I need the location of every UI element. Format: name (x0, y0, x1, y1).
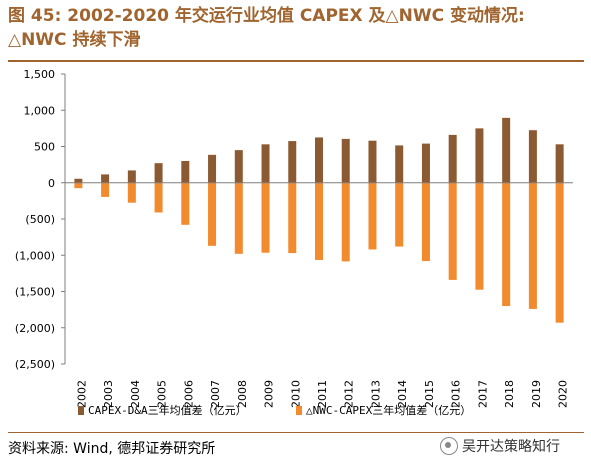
x-tick-label: 2016 (450, 380, 463, 408)
x-tick-label: 2011 (316, 380, 329, 408)
nwc-bar (395, 182, 404, 247)
nwc-bar (74, 182, 83, 189)
y-tick-label: 0 (48, 177, 55, 190)
capex-bar (421, 143, 430, 183)
nwc-bar (315, 182, 323, 260)
x-tick-label: 2003 (102, 380, 115, 408)
nwc-bar (127, 182, 136, 203)
capex-bar (341, 138, 350, 183)
y-tick-label: (2,000) (15, 322, 55, 335)
nwc-bar (101, 182, 110, 197)
nwc-bar (448, 182, 457, 280)
y-tick-label: (1,000) (15, 249, 55, 262)
x-tick-label: 2020 (557, 380, 570, 408)
nwc-bar (421, 182, 430, 262)
y-tick-label: (500) (25, 213, 55, 226)
capex-bar (315, 137, 323, 183)
source-divider (8, 432, 584, 433)
x-tick-label: 2015 (423, 380, 436, 408)
legend-label-nwc: △NWC-CAPEX三年均值差（亿元） (306, 403, 471, 417)
x-tick-label: 2006 (182, 380, 195, 408)
capex-bar (288, 141, 297, 183)
x-tick-label: 2012 (343, 380, 356, 408)
legend-label-capex: CAPEX-D&A三年均值差（亿元） (88, 403, 247, 417)
y-tick-label: 500 (34, 141, 55, 154)
capex-bar (181, 161, 190, 183)
nwc-bar (234, 182, 243, 254)
x-tick-label: 2005 (156, 380, 169, 408)
capex-bar (448, 134, 457, 183)
nwc-bar (368, 182, 377, 250)
nwc-bar (261, 182, 270, 253)
x-tick-label: 2018 (503, 380, 516, 408)
capex-bar (555, 144, 564, 183)
watermark-text: 吴开达策略知行 (462, 439, 560, 455)
capex-bar (154, 163, 163, 183)
nwc-bar (555, 182, 564, 323)
capex-bar (475, 128, 484, 183)
nwc-bar (154, 182, 163, 213)
x-tick-label: 2009 (263, 380, 276, 408)
nwc-bar (502, 182, 511, 306)
title-divider (8, 60, 584, 62)
capex-bar (395, 145, 404, 183)
capex-bar (74, 178, 83, 183)
capex-bar (208, 154, 217, 183)
capex-bar (234, 150, 243, 183)
title-line-1: 图 45: 2002-2020 年交运行业均值 CAPEX 及△NWC 变动情况… (8, 6, 525, 26)
x-tick-label: 2013 (369, 380, 382, 408)
title-line-2: △NWC 持续下滑 (8, 30, 141, 50)
figure-title: 图 45: 2002-2020 年交运行业均值 CAPEX 及△NWC 变动情况… (8, 4, 588, 52)
y-tick-label: (2,500) (15, 358, 55, 371)
capex-bar (261, 144, 270, 183)
wechat-icon (440, 437, 458, 455)
nwc-bar (288, 182, 297, 254)
capex-bar (127, 170, 136, 183)
x-tick-label: 2002 (75, 380, 88, 408)
x-tick-label: 2007 (209, 380, 222, 408)
capex-bar (502, 117, 511, 183)
bar-chart: 1,500 1,000 500 0 (500) (1,000) (1,500) (2,000)… (15, 68, 573, 417)
capex-bar (368, 140, 377, 183)
y-tick-label: (1,500) (15, 286, 55, 299)
nwc-bar (181, 182, 190, 225)
x-tick-label: 2004 (129, 380, 142, 408)
x-tick-label: 2017 (476, 380, 489, 408)
y-tick-label: 1,500 (24, 68, 56, 81)
nwc-bar (341, 182, 350, 262)
legend-swatch-nwc (296, 406, 302, 415)
nwc-bar (208, 182, 217, 246)
nwc-bar (528, 182, 537, 309)
capex-bar (528, 130, 537, 183)
x-tick-label: 2019 (530, 380, 543, 408)
watermark: 吴开达策略知行 (440, 436, 560, 456)
nwc-bar (475, 182, 484, 290)
x-tick-label: 2008 (236, 380, 249, 408)
y-tick-label: 1,000 (24, 104, 56, 117)
x-tick-label: 2014 (396, 380, 409, 408)
capex-bar (101, 174, 110, 183)
source-note: 资料来源: Wind, 德邦证券研究所 (8, 441, 216, 457)
x-tick-label: 2010 (289, 380, 302, 408)
legend-swatch-capex (78, 406, 84, 415)
